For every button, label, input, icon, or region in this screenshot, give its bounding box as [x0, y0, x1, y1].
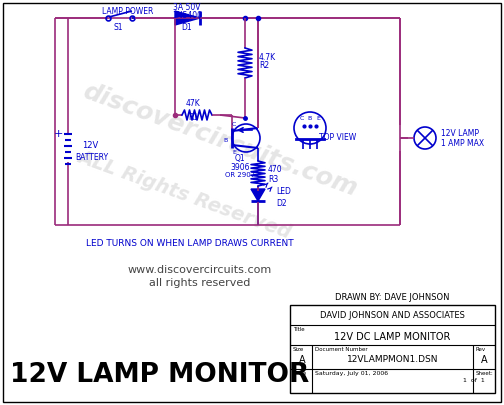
Text: 3A 50V: 3A 50V — [173, 4, 201, 13]
Text: R2: R2 — [259, 62, 269, 70]
Text: DAVID JOHNSON AND ASSOCIATES: DAVID JOHNSON AND ASSOCIATES — [320, 311, 465, 320]
Text: E: E — [316, 115, 320, 121]
Text: 12V: 12V — [82, 141, 98, 151]
Text: 1N5400: 1N5400 — [172, 11, 202, 19]
Text: Document Number: Document Number — [315, 347, 367, 352]
Text: 470: 470 — [268, 164, 283, 173]
Text: TOP VIEW: TOP VIEW — [320, 134, 357, 143]
Text: 1 AMP MAX: 1 AMP MAX — [441, 139, 484, 149]
Text: B: B — [308, 115, 312, 121]
Text: Size: Size — [293, 347, 304, 352]
Text: +: + — [53, 129, 62, 139]
Text: C: C — [300, 115, 304, 121]
Text: 3906: 3906 — [230, 162, 250, 171]
Text: discovercircuits.com: discovercircuits.com — [80, 79, 360, 201]
Text: Date: Date — [293, 371, 306, 376]
Text: all rights reserved: all rights reserved — [149, 278, 250, 288]
Text: 12V LAMP MONITOR: 12V LAMP MONITOR — [10, 362, 309, 388]
Text: D2: D2 — [276, 198, 287, 207]
Text: E: E — [232, 149, 236, 154]
Text: S1: S1 — [113, 23, 123, 32]
Text: Title: Title — [293, 327, 304, 332]
Text: LED: LED — [276, 188, 291, 196]
Text: Rev: Rev — [476, 347, 486, 352]
Text: R3: R3 — [268, 175, 278, 183]
Text: LAMP POWER: LAMP POWER — [102, 6, 153, 15]
Text: 12V LAMP: 12V LAMP — [441, 128, 479, 138]
Text: ALL Rights Reserved: ALL Rights Reserved — [76, 147, 294, 243]
Text: C: C — [232, 122, 236, 126]
Text: A: A — [481, 355, 487, 365]
Polygon shape — [251, 189, 265, 201]
Polygon shape — [175, 11, 200, 25]
Text: Saturday, July 01, 2006: Saturday, July 01, 2006 — [315, 371, 388, 376]
Text: R1: R1 — [188, 113, 198, 122]
Text: Q1: Q1 — [235, 154, 245, 164]
Text: 12VLAMPMON1.DSN: 12VLAMPMON1.DSN — [347, 356, 438, 364]
Text: BATTERY: BATTERY — [76, 153, 108, 162]
Text: A: A — [299, 355, 305, 365]
Text: LED TURNS ON WHEN LAMP DRAWS CURRENT: LED TURNS ON WHEN LAMP DRAWS CURRENT — [86, 239, 294, 247]
Text: DRAWN BY: DAVE JOHNSON: DRAWN BY: DAVE JOHNSON — [335, 292, 450, 301]
Text: 47K: 47K — [185, 100, 201, 109]
Text: 12V DC LAMP MONITOR: 12V DC LAMP MONITOR — [334, 332, 451, 342]
Text: B: B — [224, 138, 228, 143]
Text: www.discovercircuits.com: www.discovercircuits.com — [128, 265, 272, 275]
Text: 4.7K: 4.7K — [259, 53, 276, 62]
Bar — [290, 305, 495, 393]
Text: 1  of  1: 1 of 1 — [463, 379, 485, 384]
Text: Sheet:: Sheet: — [476, 371, 494, 376]
Text: D1: D1 — [181, 23, 193, 32]
Text: OR 2907: OR 2907 — [225, 172, 255, 178]
